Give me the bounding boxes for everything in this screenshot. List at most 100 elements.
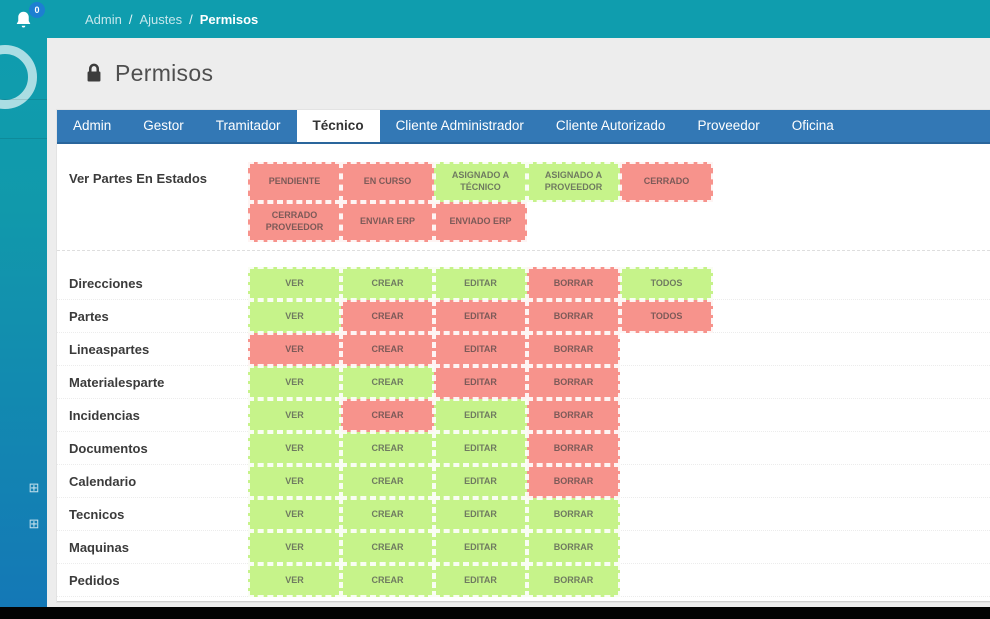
row-actions: VER CREAR EDITAR BORRAR xyxy=(248,564,713,597)
estado-button-pendiente[interactable]: PENDIENTE xyxy=(248,162,341,202)
perm-button-incidencias-borrar[interactable]: BORRAR xyxy=(527,399,620,432)
perm-button-direcciones-crear[interactable]: CREAR xyxy=(341,267,434,300)
perm-button-tecnicos-editar[interactable]: EDITAR xyxy=(434,498,527,531)
perm-button-pedidos-borrar[interactable]: BORRAR xyxy=(527,564,620,597)
perm-button-lineaspartes-borrar[interactable]: BORRAR xyxy=(527,333,620,366)
perm-button-materialesparte-editar[interactable]: EDITAR xyxy=(434,366,527,399)
row-label: Pedidos xyxy=(69,572,120,588)
perm-button-documentos-editar[interactable]: EDITAR xyxy=(434,432,527,465)
perm-button-maquinas-editar[interactable]: EDITAR xyxy=(434,531,527,564)
notifications-button[interactable]: 0 xyxy=(13,2,47,35)
empty-slot xyxy=(620,498,713,531)
perm-button-tecnicos-ver[interactable]: VER xyxy=(248,498,341,531)
tab-admin[interactable]: Admin xyxy=(73,118,112,133)
estado-button-asignado-a-proveedor[interactable]: ASIGNADO A PROVEEDOR xyxy=(527,162,620,202)
estado-button-en-curso[interactable]: EN CURSO xyxy=(341,162,434,202)
row-label: Partes xyxy=(69,308,109,324)
row-label: Tecnicos xyxy=(69,506,125,522)
perm-button-incidencias-editar[interactable]: EDITAR xyxy=(434,399,527,432)
perm-button-direcciones-ver[interactable]: VER xyxy=(248,267,341,300)
perm-button-documentos-crear[interactable]: CREAR xyxy=(341,432,434,465)
tab-tecnico[interactable]: Técnico xyxy=(296,110,380,142)
row-actions: VER CREAR EDITAR BORRAR TODOS xyxy=(248,300,713,333)
perm-button-incidencias-ver[interactable]: VER xyxy=(248,399,341,432)
perm-button-pedidos-ver[interactable]: VER xyxy=(248,564,341,597)
page-title: Permisos xyxy=(115,59,214,86)
topbar: 0 Admin / Ajustes / Permisos xyxy=(0,0,990,38)
estado-button-enviado-erp[interactable]: ENVIADO ERP xyxy=(434,202,527,242)
breadcrumb-item-permisos: Permisos xyxy=(199,11,259,27)
tab-cliente-administrador[interactable]: Cliente Administrador xyxy=(395,118,524,133)
sidebar-divider xyxy=(0,138,47,139)
perm-button-documentos-ver[interactable]: VER xyxy=(248,432,341,465)
perm-button-materialesparte-ver[interactable]: VER xyxy=(248,366,341,399)
plus-square-icon[interactable]: ⊞ xyxy=(28,516,40,531)
bell-icon xyxy=(16,11,31,28)
estados-buttons: PENDIENTE EN CURSO ASIGNADO A TÉCNICO ASIGN… xyxy=(248,162,714,242)
bottom-black-bar xyxy=(0,607,990,619)
empty-slot xyxy=(620,432,713,465)
page-header: Permisos xyxy=(85,56,213,90)
sidebar: ⊞ ⊞ xyxy=(0,38,47,607)
perm-button-tecnicos-borrar[interactable]: BORRAR xyxy=(527,498,620,531)
perm-button-lineaspartes-crear[interactable]: CREAR xyxy=(341,333,434,366)
estado-button-cerrado[interactable]: CERRADO xyxy=(620,162,713,202)
permission-row-documentos: Documentos VER CREAR EDITAR BORRAR xyxy=(57,432,990,465)
perm-button-direcciones-editar[interactable]: EDITAR xyxy=(434,267,527,300)
perm-button-materialesparte-crear[interactable]: CREAR xyxy=(341,366,434,399)
tab-tramitador[interactable]: Tramitador xyxy=(215,118,281,133)
perm-button-documentos-borrar[interactable]: BORRAR xyxy=(527,432,620,465)
perm-button-pedidos-editar[interactable]: EDITAR xyxy=(434,564,527,597)
permission-row-tecnicos: Tecnicos VER CREAR EDITAR BORRAR xyxy=(57,498,990,531)
empty-slot xyxy=(620,366,713,399)
perm-button-maquinas-ver[interactable]: VER xyxy=(248,531,341,564)
perm-button-partes-ver[interactable]: VER xyxy=(248,300,341,333)
permission-row-maquinas: Maquinas VER CREAR EDITAR BORRAR xyxy=(57,531,990,564)
perm-button-partes-borrar[interactable]: BORRAR xyxy=(527,300,620,333)
permission-row-lineaspartes: Lineaspartes VER CREAR EDITAR BORRAR xyxy=(57,333,990,366)
perm-button-incidencias-crear[interactable]: CREAR xyxy=(341,399,434,432)
permission-row-pedidos: Pedidos VER CREAR EDITAR BORRAR xyxy=(57,564,990,597)
section-divider xyxy=(57,250,990,251)
perm-button-partes-editar[interactable]: EDITAR xyxy=(434,300,527,333)
perm-button-maquinas-crear[interactable]: CREAR xyxy=(341,531,434,564)
permission-row-incidencias: Incidencias VER CREAR EDITAR BORRAR xyxy=(57,399,990,432)
row-label: Materialesparte xyxy=(69,374,165,390)
perm-button-calendario-ver[interactable]: VER xyxy=(248,465,341,498)
permission-row-calendario: Calendario VER CREAR EDITAR BORRAR xyxy=(57,465,990,498)
perm-button-maquinas-borrar[interactable]: BORRAR xyxy=(527,531,620,564)
tab-oficina[interactable]: Oficina xyxy=(791,118,834,133)
plus-square-icon[interactable]: ⊞ xyxy=(28,480,40,495)
row-actions: VER CREAR EDITAR BORRAR xyxy=(248,333,713,366)
tab-proveedor[interactable]: Proveedor xyxy=(697,118,760,133)
estado-button-asignado-a-tecnico[interactable]: ASIGNADO A TÉCNICO xyxy=(434,162,527,202)
breadcrumb-item-admin[interactable]: Admin xyxy=(85,11,122,27)
row-label: Calendario xyxy=(69,473,137,489)
empty-slot xyxy=(620,333,713,366)
perm-button-pedidos-crear[interactable]: CREAR xyxy=(341,564,434,597)
perm-button-tecnicos-crear[interactable]: CREAR xyxy=(341,498,434,531)
lock-icon xyxy=(87,63,101,82)
perm-button-partes-crear[interactable]: CREAR xyxy=(341,300,434,333)
tab-gestor[interactable]: Gestor xyxy=(143,118,184,133)
perm-button-calendario-crear[interactable]: CREAR xyxy=(341,465,434,498)
estado-button-enviar-erp[interactable]: ENVIAR ERP xyxy=(341,202,434,242)
breadcrumb-item-ajustes[interactable]: Ajustes xyxy=(139,11,183,27)
tab-cliente-autorizado[interactable]: Cliente Autorizado xyxy=(555,118,666,133)
estados-section: Ver Partes En Estados PENDIENTE EN CURSO A… xyxy=(57,144,990,242)
row-actions: VER CREAR EDITAR BORRAR xyxy=(248,399,713,432)
permission-row-materialesparte: Materialesparte VER CREAR EDITAR BORRAR xyxy=(57,366,990,399)
sidebar-divider xyxy=(0,99,47,100)
perm-button-partes-todos[interactable]: TODOS xyxy=(620,300,713,333)
perm-button-direcciones-borrar[interactable]: BORRAR xyxy=(527,267,620,300)
perm-button-materialesparte-borrar[interactable]: BORRAR xyxy=(527,366,620,399)
perm-button-lineaspartes-editar[interactable]: EDITAR xyxy=(434,333,527,366)
perm-button-calendario-editar[interactable]: EDITAR xyxy=(434,465,527,498)
perm-button-calendario-borrar[interactable]: BORRAR xyxy=(527,465,620,498)
permissions-card: Admin Gestor Tramitador Técnico Cliente Admi… xyxy=(57,110,990,602)
perm-button-direcciones-todos[interactable]: TODOS xyxy=(620,267,713,300)
estado-button-cerrado-proveedor[interactable]: CERRADO PROVEEDOR xyxy=(248,202,341,242)
empty-slot xyxy=(620,399,713,432)
perm-button-lineaspartes-ver[interactable]: VER xyxy=(248,333,341,366)
row-actions: VER CREAR EDITAR BORRAR TODOS xyxy=(248,267,713,300)
